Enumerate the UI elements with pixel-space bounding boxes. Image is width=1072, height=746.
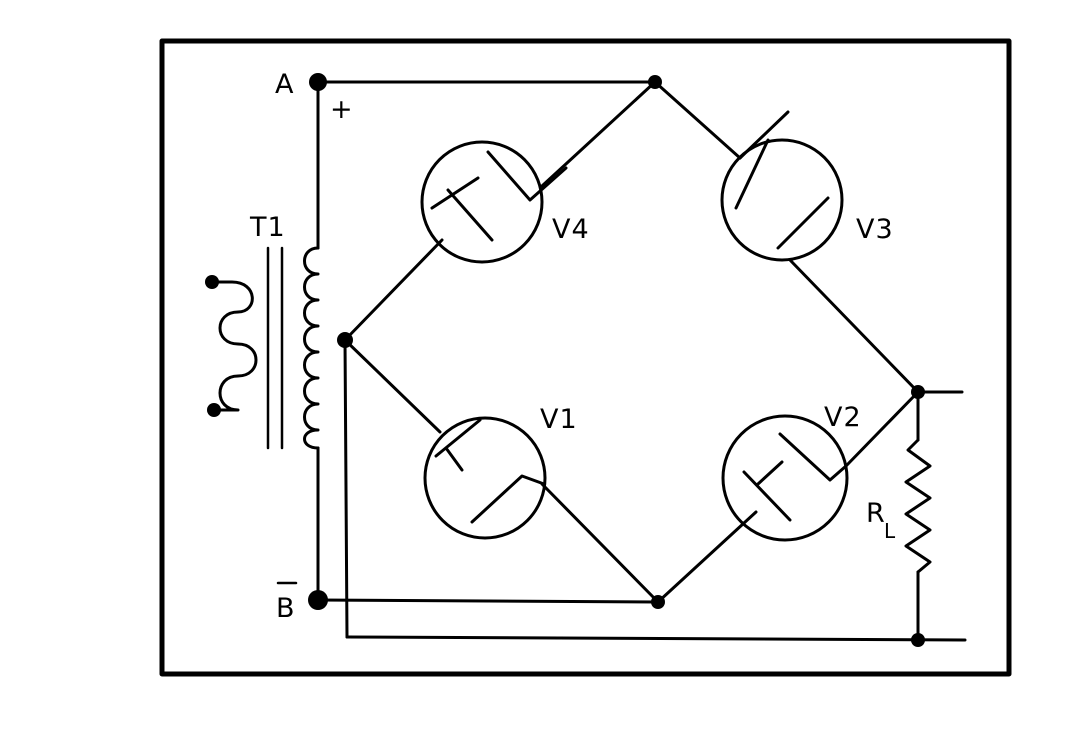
primary-terminal-top [205, 275, 219, 289]
junction-dots [308, 73, 925, 647]
primary-terminal-bottom [207, 403, 221, 417]
tube-v4 [420, 140, 568, 264]
transformer-core [266, 246, 284, 450]
tube-v3 [720, 110, 844, 262]
label-tube-v2: V2 [824, 402, 862, 433]
load-resistor [904, 438, 932, 574]
label-terminal-b: B [276, 593, 296, 624]
right-node-dot [911, 385, 925, 399]
primary-winding [205, 275, 258, 417]
return-node-dot [911, 633, 925, 647]
tube-v2 [721, 414, 849, 542]
circuit-wires [316, 80, 967, 642]
label-tube-v4: V4 [552, 214, 590, 245]
left-node-dot [337, 332, 353, 348]
bottom-node-dot [651, 595, 665, 609]
label-terminal-a: A [275, 69, 294, 100]
label-resistor-subscript: L [884, 519, 896, 543]
terminal-a-dot [309, 73, 327, 91]
terminal-b-dot [308, 590, 328, 610]
diagram-frame [159, 38, 1012, 677]
label-tube-v3: V3 [856, 214, 894, 245]
label-resistor: R [866, 498, 886, 529]
label-transformer: T1 [249, 212, 286, 243]
tube-v1 [423, 416, 547, 540]
label-tube-v1: V1 [540, 404, 578, 435]
top-node-dot [648, 75, 662, 89]
label-plus: + [330, 94, 354, 125]
secondary-winding [303, 80, 320, 602]
